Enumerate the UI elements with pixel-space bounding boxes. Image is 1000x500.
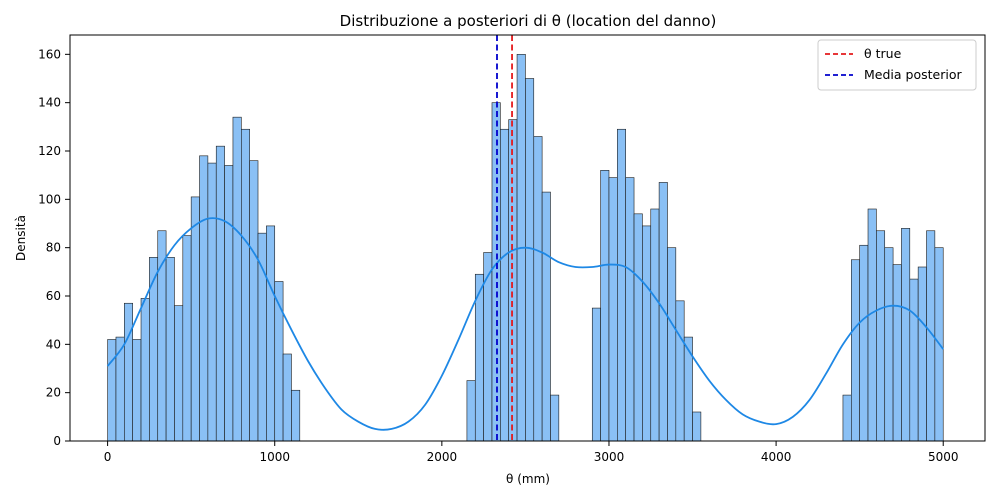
histogram-bar-21 [282,353,292,442]
x-tick-label: 0 [104,450,112,464]
histogram-bar-1 [115,336,125,442]
histogram-bar-46 [692,411,702,442]
histogram-bar-3 [132,339,142,442]
histogram-bar-43 [667,247,677,442]
chart-title: Distribuzione a posteriori di θ (locatio… [340,12,717,30]
histogram-bar-51 [876,230,886,442]
legend-label-theta-true: θ true [864,46,902,61]
histogram-bar-23 [466,380,476,442]
histogram-bar-41 [650,208,660,442]
histogram-bar-9 [182,235,192,442]
histogram-bar-53 [892,264,902,442]
histogram-bar-44 [675,300,685,442]
histogram-bar-11 [199,155,209,442]
histogram-bar-36 [608,177,618,442]
histogram-bar-39 [633,213,643,442]
histogram-bar-4 [140,298,150,442]
histogram-bars [107,54,944,442]
histogram-bar-40 [642,225,652,442]
y-tick-label: 140 [38,96,61,110]
histogram-bar-56 [917,266,927,442]
x-tick-label: 4000 [761,450,792,464]
histogram-bar-0 [107,339,117,442]
histogram-bar-16 [241,128,250,442]
x-tick-label: 3000 [594,450,625,464]
histogram-bar-22 [291,389,301,442]
histogram-bar-17 [249,160,259,442]
histogram-bar-42 [658,182,668,442]
histogram-bar-6 [157,230,167,442]
y-tick-label: 20 [46,386,61,400]
plot-frame [69,34,986,442]
histogram-bar-35 [600,170,610,442]
histogram-bar-10 [190,196,200,442]
y-tick-label: 120 [38,144,61,158]
histogram-bar-54 [901,228,911,442]
histogram-bar-7 [165,257,175,442]
histogram-bar-8 [174,305,184,442]
histogram-bar-37 [617,128,626,442]
histogram-bar-34 [591,307,601,442]
histogram-bar-2 [124,302,133,442]
histogram-bar-13 [215,145,225,442]
histogram-bar-38 [625,177,635,442]
x-axis-ticks: 0 1000 2000 3000 4000 5000 [104,441,959,464]
y-tick-label: 40 [46,337,61,351]
histogram-bar-48 [851,259,860,442]
x-axis-label: θ (mm) [506,472,550,486]
legend: θ true Media posterior [817,39,977,91]
histogram-bar-14 [224,165,234,442]
y-axis-label: Densità [14,215,28,261]
histogram-bar-55 [909,278,919,442]
histogram-bar-12 [207,162,217,442]
histogram-bar-30 [525,78,535,442]
reference-lines [496,35,513,441]
x-tick-label: 1000 [259,450,290,464]
y-tick-label: 160 [38,47,61,61]
x-tick-label: 5000 [928,450,959,464]
histogram-bar-33 [550,394,560,442]
histogram-bar-18 [257,232,267,442]
histogram-bar-27 [500,128,509,442]
y-tick-label: 60 [46,289,61,303]
histogram-bar-31 [533,136,543,442]
kde-curve [106,217,944,431]
histogram-bar-50 [867,208,877,442]
histogram-bar-28 [508,119,518,442]
y-tick-label: 0 [53,434,61,448]
y-tick-label: 80 [46,241,61,255]
histogram-bar-19 [266,225,276,442]
legend-label-posterior-mean: Media posterior [864,67,962,82]
histogram-bar-45 [683,336,693,442]
y-axis-ticks: 0 20 40 60 80 100 120 140 160 [38,47,70,448]
histogram-bar-52 [884,247,894,442]
y-tick-label: 100 [38,192,61,206]
kde-layer [106,217,944,431]
histogram-bar-47 [842,394,852,442]
histogram-bar-15 [232,116,242,442]
histogram-bar-49 [859,244,869,442]
x-tick-label: 2000 [427,450,458,464]
legend-box [817,39,977,91]
histogram-bar-32 [541,191,551,442]
